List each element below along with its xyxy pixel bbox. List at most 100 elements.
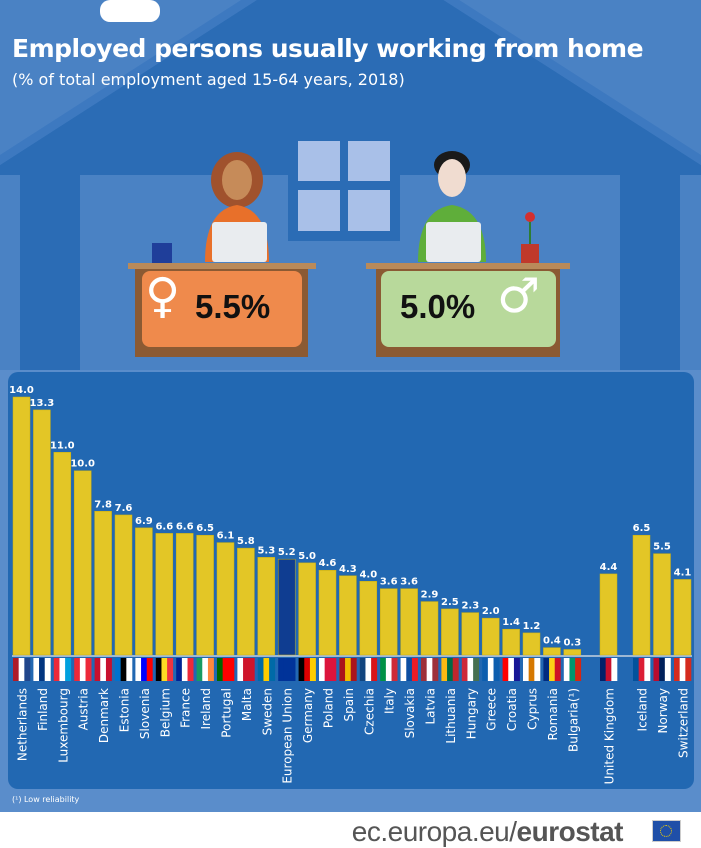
- data-label: 3.6: [380, 577, 398, 588]
- flag-icon: [461, 658, 468, 681]
- flag-icon: [237, 658, 244, 681]
- category-label: European Union: [281, 688, 295, 784]
- category-label: Spain: [342, 688, 356, 722]
- women-percentage: 5.5%: [195, 288, 271, 325]
- flag-icon: [421, 658, 427, 681]
- flag-icon: [473, 658, 480, 681]
- man-illustration: [418, 151, 486, 262]
- flag-icon: [391, 658, 398, 681]
- bar-slovenia: [135, 527, 153, 656]
- footnote: (¹) Low reliability: [12, 795, 80, 804]
- category-label: Czechia: [362, 688, 376, 735]
- flag-icon: [53, 658, 60, 681]
- flag-icon: [309, 658, 316, 681]
- bar-portugal: [216, 542, 235, 656]
- flag-icon: [554, 658, 561, 681]
- category-label: Netherlands: [16, 688, 30, 761]
- flag-icon: [222, 658, 229, 681]
- flag-icon: [685, 658, 692, 681]
- flower-pot-icon: [521, 212, 539, 263]
- flag-icon: [18, 658, 25, 681]
- male-symbol-icon: ♂: [497, 268, 541, 324]
- men-box: [381, 271, 556, 347]
- flag-icon: [319, 658, 325, 681]
- flag-icon: [653, 658, 660, 681]
- flag-icon: [120, 658, 127, 681]
- flag-icon: [263, 658, 270, 681]
- chimney-smoke: [100, 0, 160, 22]
- category-label: Luxembourg: [56, 688, 70, 763]
- desk-men: [366, 263, 570, 269]
- flag-icon: [600, 658, 606, 681]
- category-label: Romania: [546, 688, 560, 740]
- bar-romania: [543, 647, 561, 656]
- bar-czechia: [359, 581, 378, 656]
- data-label: 5.2: [278, 547, 296, 558]
- flag-icon: [605, 658, 612, 681]
- flag-icon: [155, 658, 162, 681]
- flag-icon: [359, 658, 366, 681]
- bar-sweden: [257, 557, 276, 656]
- flag-icon: [196, 658, 203, 681]
- women-box: [142, 271, 302, 347]
- category-label: Greece: [485, 688, 499, 731]
- flag-icon: [513, 658, 520, 681]
- female-symbol-icon: ♀: [145, 268, 181, 324]
- data-label: 2.5: [441, 597, 459, 608]
- flag-icon: [411, 658, 418, 681]
- flag-icon: [543, 658, 550, 681]
- category-label: Denmark: [97, 688, 111, 743]
- category-label: Finland: [36, 688, 50, 731]
- source-footer[interactable]: ec.europa.eu/eurostat: [352, 816, 624, 848]
- flag-icon: [24, 658, 31, 681]
- category-label: United Kingdom: [603, 688, 617, 784]
- flag-icon: [644, 658, 651, 681]
- flag-icon: [298, 658, 305, 681]
- flag-icon: [248, 658, 255, 681]
- flag-icon: [278, 658, 285, 681]
- flag-icon: [39, 658, 46, 681]
- category-label: Austria: [77, 688, 91, 730]
- bar-italy: [379, 588, 398, 656]
- flag-icon: [207, 658, 214, 681]
- flag-icon: [141, 658, 148, 681]
- data-label: 5.5: [653, 542, 671, 553]
- data-label: 6.5: [196, 523, 214, 534]
- bar-bulgaria-: [563, 649, 582, 656]
- data-label: 7.6: [115, 503, 133, 514]
- flag-icon: [674, 658, 680, 681]
- data-label: 14.0: [9, 385, 34, 396]
- flag-icon: [534, 658, 541, 681]
- flag-icon: [350, 658, 357, 681]
- flag-icon: [345, 658, 352, 681]
- category-label: Ireland: [199, 688, 213, 730]
- data-label: 4.1: [674, 567, 692, 578]
- flag-icon: [202, 658, 209, 681]
- flag-icon: [243, 658, 250, 681]
- category-label: Lithuania: [444, 688, 458, 744]
- flag-icon: [115, 658, 121, 681]
- flag-icon: [100, 658, 107, 681]
- flag-icon: [633, 658, 639, 681]
- bar-greece: [481, 617, 500, 656]
- flag-icon: [59, 658, 66, 681]
- category-label: Malta: [240, 688, 254, 721]
- bar-croatia: [502, 628, 520, 656]
- flag-icon: [467, 658, 474, 681]
- flag-icon: [563, 658, 570, 681]
- data-label: 4.3: [339, 564, 357, 575]
- data-label: 0.4: [543, 636, 561, 647]
- flag-icon: [441, 658, 448, 681]
- flag-icon: [304, 658, 311, 681]
- flag-icon: [406, 658, 413, 681]
- bar-slovakia: [400, 588, 418, 656]
- category-label: France: [179, 688, 193, 728]
- data-label: 2.9: [421, 590, 439, 601]
- flag-icon: [400, 658, 407, 681]
- bar-austria: [73, 470, 92, 656]
- flag-icon: [659, 658, 666, 681]
- flag-icon: [324, 658, 331, 681]
- flag-icon: [135, 658, 142, 681]
- flag-icon: [611, 658, 618, 681]
